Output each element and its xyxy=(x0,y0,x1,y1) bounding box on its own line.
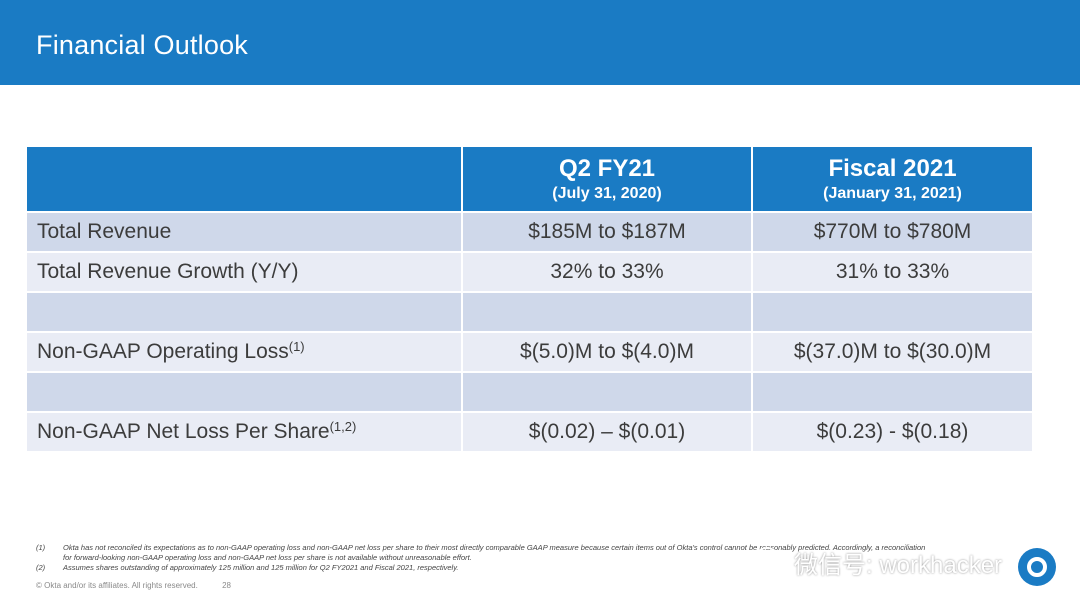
footnote-marker: (1,2) xyxy=(329,419,357,434)
column-subtitle-q2: (July 31, 2020) xyxy=(552,184,662,202)
row-value-fiscal: $(37.0)M to $(30.0)M xyxy=(753,331,1032,371)
table-row: Non-GAAP Net Loss Per Share(1,2) $(0.02)… xyxy=(27,411,1032,451)
okta-logo-icon xyxy=(1018,548,1056,586)
header-cell-fiscal: Fiscal 2021 (January 31, 2021) xyxy=(753,147,1032,211)
row-value-fiscal: $(0.23) - $(0.18) xyxy=(753,411,1032,451)
footer: © Okta and/or its affiliates. All rights… xyxy=(36,581,231,590)
page-number: 28 xyxy=(222,581,231,590)
watermark-text: 微信号: workhacker xyxy=(794,551,1003,579)
footnote-text: Okta has not reconciled its expectations… xyxy=(63,543,926,562)
watermark: 微信号: workhacker xyxy=(756,544,1002,580)
table-row: Non-GAAP Operating Loss(1) $(5.0)M to $(… xyxy=(27,331,1032,371)
row-value-q2 xyxy=(463,371,753,411)
column-title-fiscal: Fiscal 2021 xyxy=(828,154,957,182)
row-label-text: Non-GAAP Operating Loss xyxy=(37,340,289,363)
table-row: Total Revenue $185M to $187M $770M to $7… xyxy=(27,211,1032,251)
row-value-q2: $(0.02) – $(0.01) xyxy=(463,411,753,451)
header-bar: Financial Outlook xyxy=(0,0,1080,85)
row-label: Total Revenue Growth (Y/Y) xyxy=(27,251,463,291)
table-row: Total Revenue Growth (Y/Y) 32% to 33% 31… xyxy=(27,251,1032,291)
row-value-fiscal: 31% to 33% xyxy=(753,251,1032,291)
row-value-fiscal xyxy=(753,291,1032,331)
row-value-q2 xyxy=(463,291,753,331)
header-cell-q2: Q2 FY21 (July 31, 2020) xyxy=(463,147,753,211)
row-value-q2: $(5.0)M to $(4.0)M xyxy=(463,331,753,371)
column-title-q2: Q2 FY21 xyxy=(558,154,656,182)
header-cell-label xyxy=(27,147,463,211)
row-label-text: Non-GAAP Net Loss Per Share xyxy=(37,420,330,443)
row-label-text: Total Revenue xyxy=(37,220,172,243)
row-label xyxy=(27,371,463,411)
row-value-fiscal xyxy=(753,371,1032,411)
row-label-text: Total Revenue Growth (Y/Y) xyxy=(37,260,299,283)
copyright-text: © Okta and/or its affiliates. All rights… xyxy=(36,581,198,590)
row-value-q2: 32% to 33% xyxy=(463,251,753,291)
table-row-spacer xyxy=(27,371,1032,411)
wechat-icon xyxy=(756,546,786,579)
row-label xyxy=(27,291,463,331)
footnote-number: (2) xyxy=(36,563,46,572)
footnote-number: (1) xyxy=(36,543,46,552)
row-value-fiscal: $770M to $780M xyxy=(753,211,1032,251)
outlook-table: Q2 FY21 (July 31, 2020) Fiscal 2021 (Jan… xyxy=(27,147,1032,451)
table-header-row: Q2 FY21 (July 31, 2020) Fiscal 2021 (Jan… xyxy=(27,147,1032,211)
page-title: Financial Outlook xyxy=(36,30,249,60)
footnote: (2) Assumes shares outstanding of approx… xyxy=(36,563,936,573)
column-subtitle-fiscal: (January 31, 2021) xyxy=(823,184,962,202)
row-label: Non-GAAP Operating Loss(1) xyxy=(27,331,463,371)
footnote: (1) Okta has not reconciled its expectat… xyxy=(36,543,936,563)
row-label: Non-GAAP Net Loss Per Share(1,2) xyxy=(27,411,463,451)
footnotes: (1) Okta has not reconciled its expectat… xyxy=(36,543,936,573)
table-row-spacer xyxy=(27,291,1032,331)
footnote-marker: (1) xyxy=(288,339,305,354)
footnote-text: Assumes shares outstanding of approximat… xyxy=(63,563,459,572)
row-value-q2: $185M to $187M xyxy=(463,211,753,251)
row-label: Total Revenue xyxy=(27,211,463,251)
